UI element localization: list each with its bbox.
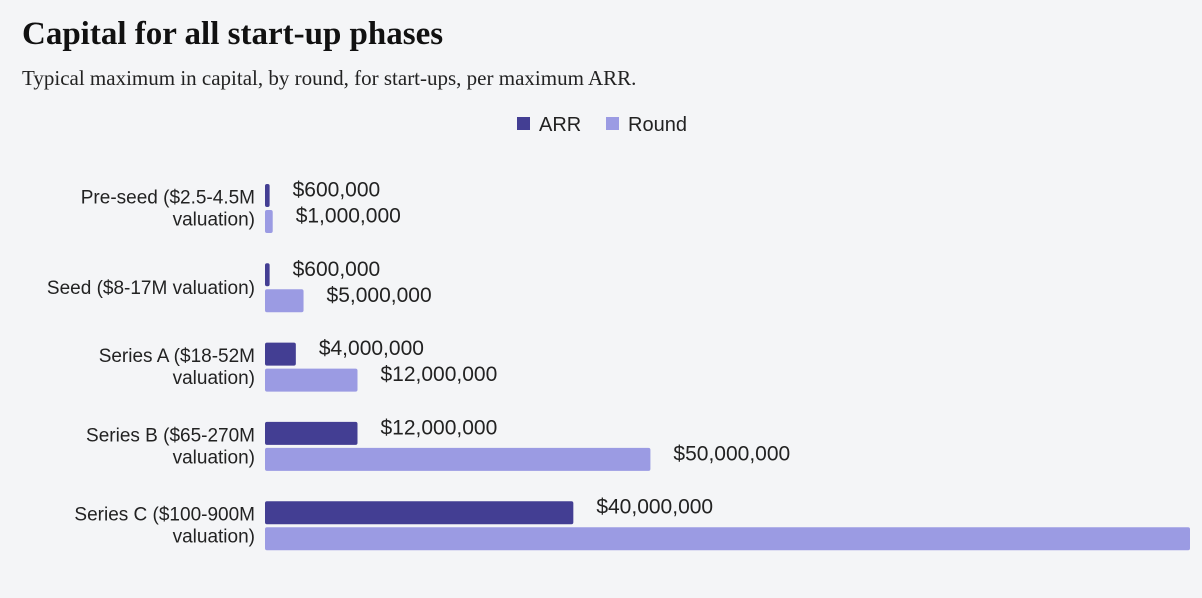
- bar-arr[interactable]: [265, 421, 358, 445]
- category-label: Series B ($65-270M valuation): [86, 425, 255, 468]
- bar-arr[interactable]: [265, 501, 574, 525]
- category-label: Series A ($18-52M valuation): [99, 346, 255, 389]
- chart-legend: ARR Round: [517, 114, 687, 136]
- legend-label-arr: ARR: [539, 114, 581, 136]
- data-label-round: $1,000,000: [296, 205, 401, 228]
- bar-arr[interactable]: [265, 263, 270, 287]
- data-label-round: $12,000,000: [381, 363, 498, 386]
- bar-round[interactable]: [265, 527, 1190, 551]
- data-label-arr: $4,000,000: [319, 337, 424, 360]
- legend-swatch-round[interactable]: [606, 117, 619, 130]
- data-label-arr: $40,000,000: [596, 496, 713, 519]
- data-label-arr: $12,000,000: [381, 416, 498, 439]
- chart-subtitle: Typical maximum in capital, by round, fo…: [22, 66, 637, 90]
- legend-label-round: Round: [628, 114, 687, 136]
- bar-round[interactable]: [265, 210, 273, 233]
- category-label: Seed ($8-17M valuation): [47, 278, 255, 299]
- data-label-round: $5,000,000: [327, 284, 432, 307]
- bar-round[interactable]: [265, 447, 651, 471]
- value-labels: $600,000 $600,000 $4,000,000 $12,000,000 $40…: [293, 179, 791, 519]
- category-labels: Pre-seed ($2.5-4.5M valuation) Seed ($8-17…: [47, 188, 255, 548]
- data-label-arr: $600,000: [293, 258, 381, 281]
- data-label-round: $50,000,000: [673, 442, 790, 465]
- bar-round[interactable]: [265, 289, 304, 313]
- category-label: Series C ($100-900M valuation): [74, 505, 255, 548]
- bar-arr[interactable]: [265, 342, 296, 366]
- legend-swatch-arr[interactable]: [517, 117, 530, 130]
- bar-round[interactable]: [265, 368, 358, 392]
- data-label-arr: $600,000: [293, 179, 381, 202]
- chart-title: Capital for all start-up phases: [22, 16, 444, 52]
- bar-arr[interactable]: [265, 184, 270, 207]
- category-label: Pre-seed ($2.5-4.5M valuation): [81, 188, 255, 231]
- bars: [265, 184, 1190, 551]
